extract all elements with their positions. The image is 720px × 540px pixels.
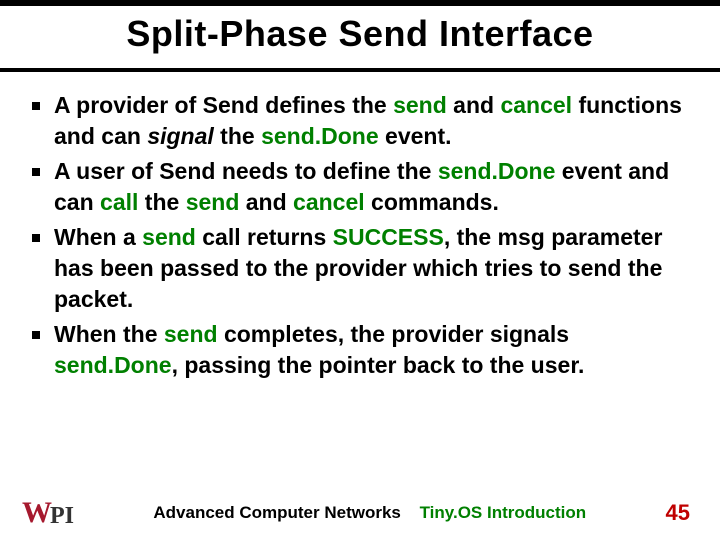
keyword-call: call bbox=[100, 189, 138, 215]
text: the bbox=[138, 189, 185, 215]
logo-pi: PI bbox=[50, 504, 74, 528]
title-bar: Split-Phase Send Interface bbox=[0, 0, 720, 72]
bullet-item: When the send completes, the provider si… bbox=[28, 319, 692, 381]
emph-signal: signal bbox=[147, 123, 213, 149]
bullet-item: A provider of Send defines the send and … bbox=[28, 90, 692, 152]
keyword-send: send bbox=[186, 189, 240, 215]
wpi-logo: WPI bbox=[22, 498, 74, 528]
keyword-send: send bbox=[142, 224, 196, 250]
text: A user of Send needs to define the bbox=[54, 158, 438, 184]
text: completes, the provider signals bbox=[218, 321, 570, 347]
footer-center: Advanced Computer Networks Tiny.OS Intro… bbox=[74, 503, 666, 523]
text: and bbox=[239, 189, 293, 215]
keyword-senddone: send.Done bbox=[54, 352, 172, 378]
keyword-senddone: send.Done bbox=[438, 158, 556, 184]
text: call returns bbox=[196, 224, 333, 250]
keyword-success: SUCCESS bbox=[333, 224, 444, 250]
bullet-item: When a send call returns SUCCESS, the ms… bbox=[28, 222, 692, 315]
text: and bbox=[447, 92, 501, 118]
bullet-list: A provider of Send defines the send and … bbox=[28, 90, 692, 381]
bullet-item: A user of Send needs to define the send.… bbox=[28, 156, 692, 218]
footer-topic: Tiny.OS Introduction bbox=[420, 503, 587, 522]
page-number: 45 bbox=[666, 500, 690, 526]
logo-w: W bbox=[22, 498, 52, 528]
slide-content: A provider of Send defines the send and … bbox=[0, 72, 720, 381]
keyword-send: send bbox=[164, 321, 218, 347]
footer-course: Advanced Computer Networks bbox=[153, 503, 401, 522]
slide-title: Split-Phase Send Interface bbox=[126, 13, 593, 55]
text: When a bbox=[54, 224, 142, 250]
text: , passing the pointer back to the user. bbox=[172, 352, 585, 378]
keyword-senddone: send.Done bbox=[261, 123, 379, 149]
text: the bbox=[214, 123, 261, 149]
text: event. bbox=[379, 123, 452, 149]
slide-footer: WPI Advanced Computer Networks Tiny.OS I… bbox=[0, 498, 720, 528]
keyword-send: send bbox=[393, 92, 447, 118]
text: commands. bbox=[365, 189, 499, 215]
text: A provider of Send defines the bbox=[54, 92, 393, 118]
keyword-cancel: cancel bbox=[293, 189, 365, 215]
text: When the bbox=[54, 321, 164, 347]
keyword-cancel: cancel bbox=[500, 92, 572, 118]
